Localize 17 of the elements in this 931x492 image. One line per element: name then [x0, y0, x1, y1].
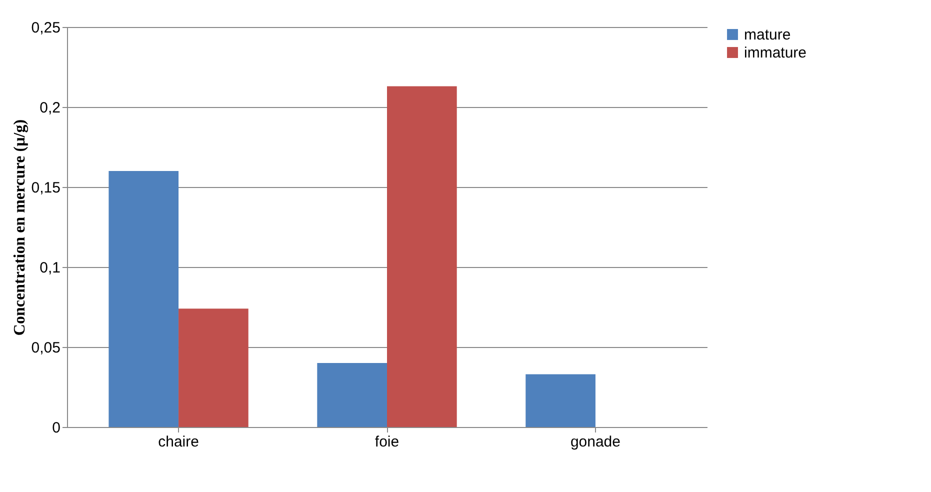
bar — [317, 363, 387, 427]
x-tick-label: gonade — [570, 434, 620, 450]
y-tick-label: 0,25 — [31, 20, 60, 36]
x-tick-label: chaire — [158, 434, 199, 450]
bar — [387, 86, 457, 427]
bar — [178, 308, 248, 427]
y-tick-label: 0,15 — [31, 180, 60, 196]
bar — [526, 374, 596, 427]
y-tick-label: 0,2 — [40, 100, 60, 116]
legend-label: mature — [744, 26, 791, 44]
y-tick-label: 0 — [52, 420, 60, 436]
y-axis-title: Concentration en mercure (µ/g) — [11, 119, 28, 336]
legend-label: immature — [744, 44, 807, 62]
y-tick-label: 0,1 — [40, 260, 60, 276]
y-tick-label: 0,05 — [31, 340, 60, 356]
bar — [108, 171, 179, 427]
x-tick-label: foie — [374, 434, 400, 450]
